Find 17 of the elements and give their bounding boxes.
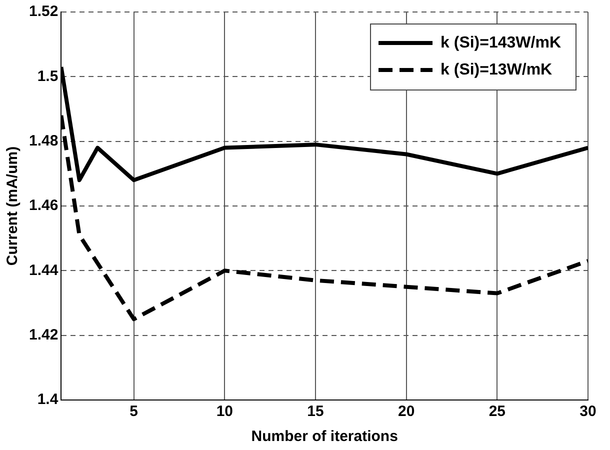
x-tick-label: 5 [130, 403, 138, 420]
y-tick-label: 1.52 [28, 3, 58, 20]
y-tick-label: 1.48 [28, 132, 58, 150]
y-axis-title: Current (mA/um) [4, 146, 22, 266]
y-tick-label: 1.5 [37, 68, 58, 85]
x-tick-label: 25 [488, 403, 506, 420]
x-tick-label: 10 [216, 403, 234, 420]
legend-label: k (Si)=143W/mK [440, 34, 562, 52]
y-tick-label: 1.44 [28, 262, 59, 279]
x-tick-label: 15 [307, 403, 324, 420]
x-tick-label: 30 [580, 403, 596, 420]
y-tick-label: 1.46 [28, 197, 58, 214]
x-tick-label: 20 [398, 403, 415, 420]
legend-label: k (Si)=13W/mK [440, 61, 553, 78]
x-axis-title: Number of iterations [251, 428, 398, 446]
y-tick-label: 1.4 [37, 391, 59, 408]
y-tick-label: 1.42 [28, 326, 58, 344]
